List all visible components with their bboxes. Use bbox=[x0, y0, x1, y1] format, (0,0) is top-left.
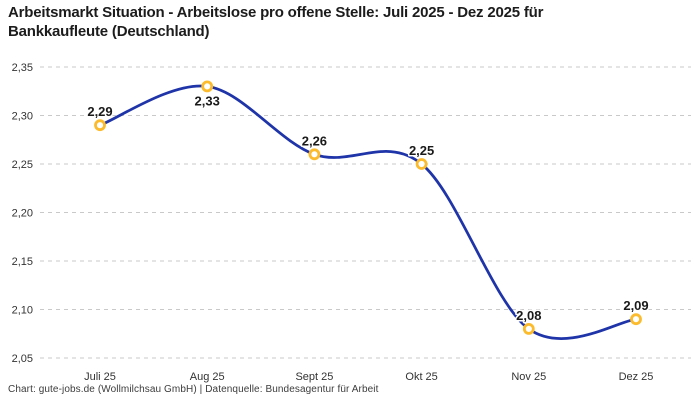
data-point-marker bbox=[94, 119, 106, 132]
y-axis-tick-label: 2,35 bbox=[12, 62, 33, 74]
data-point-marker bbox=[630, 313, 642, 326]
chart-title-line-2: Bankkaufleute (Deutschland) bbox=[8, 23, 210, 40]
x-axis-tick-label: Okt 25 bbox=[405, 371, 437, 383]
y-axis-tick-label: 2,05 bbox=[12, 353, 33, 365]
chart-title-line-1: Arbeitsmarkt Situation - Arbeitslose pro… bbox=[8, 4, 544, 21]
y-axis-tick-label: 2,25 bbox=[12, 159, 33, 171]
data-point-label: 2,08 bbox=[516, 308, 541, 323]
x-axis-tick-label: Aug 25 bbox=[190, 371, 225, 383]
x-axis-tick-label: Juli 25 bbox=[84, 371, 116, 383]
data-point-label: 2,26 bbox=[302, 133, 327, 148]
data-point-label: 2,25 bbox=[409, 143, 434, 158]
data-point-label: 2,33 bbox=[195, 93, 220, 108]
data-point-label: 2,29 bbox=[87, 104, 112, 119]
chart-title: Arbeitsmarkt Situation - Arbeitslose pro… bbox=[8, 3, 692, 41]
y-axis-tick-label: 2,15 bbox=[12, 256, 33, 268]
data-point-marker bbox=[308, 148, 321, 161]
attribution: Chart: gute-jobs.de (Wollmilchsau GmbH) … bbox=[8, 384, 379, 395]
data-point-marker bbox=[415, 158, 428, 170]
data-point-marker bbox=[201, 80, 214, 93]
y-axis-tick-label: 2,30 bbox=[12, 111, 33, 123]
data-point-label: 2,09 bbox=[623, 298, 648, 313]
y-axis-tick-label: 2,20 bbox=[12, 208, 33, 220]
data-point-marker bbox=[522, 322, 535, 335]
x-axis-tick-label: Sept 25 bbox=[295, 371, 333, 383]
y-axis-tick-label: 2,10 bbox=[12, 305, 33, 317]
x-axis-tick-label: Dez 25 bbox=[619, 371, 654, 383]
x-axis-tick-label: Nov 25 bbox=[511, 371, 546, 383]
